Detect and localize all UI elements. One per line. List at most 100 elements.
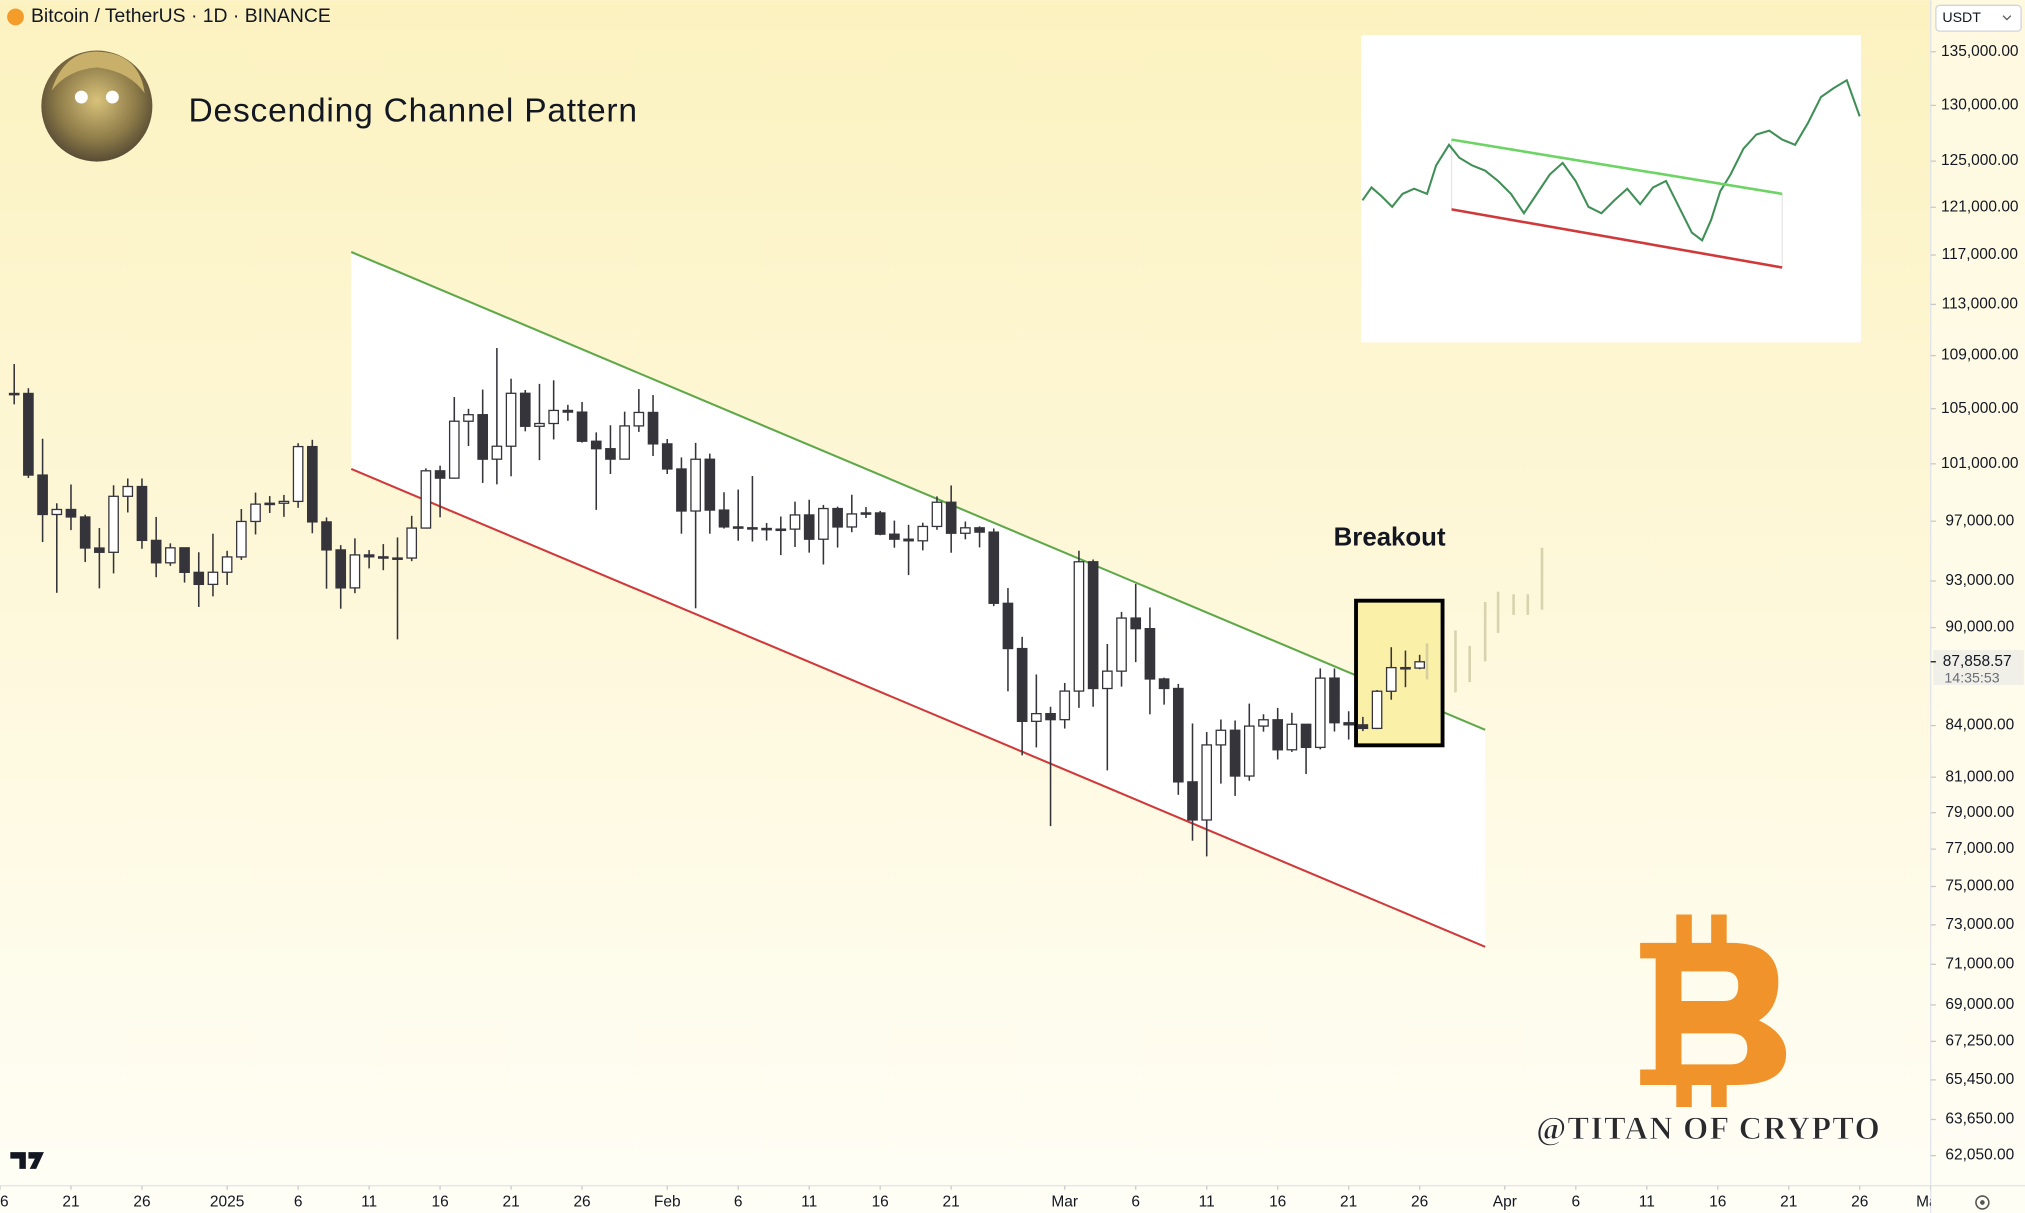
candle-body bbox=[1101, 670, 1113, 690]
currency-box[interactable] bbox=[1935, 4, 2022, 32]
x-tick-label: 16 bbox=[431, 1194, 448, 1211]
x-tick-label: 26 bbox=[133, 1194, 150, 1211]
inset-upper-line bbox=[1451, 138, 1783, 196]
candle-body bbox=[761, 527, 772, 531]
candle-body bbox=[165, 547, 176, 564]
candle-body bbox=[633, 411, 645, 427]
x-tick-label: 6 bbox=[294, 1194, 303, 1211]
countdown: 14:35:53 bbox=[1944, 670, 1999, 686]
candle-body bbox=[619, 425, 630, 460]
y-tick-label: 121,000.00 bbox=[1941, 198, 2019, 215]
candle-body bbox=[1414, 661, 1425, 669]
candle-body bbox=[51, 508, 63, 516]
candle-body bbox=[647, 411, 659, 445]
y-tick-label: 65,450.00 bbox=[1945, 1071, 2014, 1088]
candle-body bbox=[1045, 712, 1056, 721]
candle-body bbox=[1172, 687, 1184, 783]
x-tick-label: Mar bbox=[1051, 1194, 1078, 1211]
candle-body bbox=[179, 547, 190, 573]
candle-body bbox=[676, 468, 687, 512]
candle-body bbox=[349, 554, 361, 589]
y-axis: 135,000.00 130,000.00 125,000.00 121,000.00… bbox=[1930, 43, 2024, 1164]
tv-logo bbox=[10, 1152, 44, 1169]
currency[interactable]: USDT bbox=[1942, 10, 1981, 26]
chevron bbox=[2002, 15, 2012, 21]
candle-body bbox=[1243, 725, 1255, 777]
projection-ghost bbox=[1425, 547, 1544, 693]
candle-body bbox=[1016, 647, 1028, 722]
x-tick-label: 26 bbox=[1411, 1194, 1428, 1211]
candle-body bbox=[65, 508, 77, 518]
inset-price-line bbox=[1361, 78, 1861, 242]
candle-body bbox=[1031, 712, 1042, 722]
avatar bbox=[41, 50, 153, 162]
x-tick-label: 11 bbox=[801, 1194, 817, 1211]
price-axis-bg bbox=[1930, 0, 2025, 1213]
gear-center bbox=[1980, 1200, 1985, 1205]
candle-body bbox=[988, 531, 1000, 604]
candle-body bbox=[860, 512, 872, 515]
candle-body bbox=[94, 547, 105, 553]
candle-body bbox=[1201, 744, 1213, 821]
candle-body bbox=[1187, 781, 1198, 821]
candle-body bbox=[377, 556, 389, 559]
candle-body bbox=[1002, 602, 1014, 650]
candle-body bbox=[1258, 719, 1269, 727]
breakout-box bbox=[1354, 598, 1445, 748]
x-tick-label: 16 bbox=[872, 1194, 889, 1211]
candle-body bbox=[590, 440, 602, 450]
candle-body bbox=[1130, 617, 1142, 630]
settings-button[interactable] bbox=[1975, 1195, 1990, 1210]
candle-body bbox=[420, 470, 432, 529]
candle-body bbox=[1087, 561, 1099, 690]
currency-selector[interactable]: USDT bbox=[1935, 4, 2022, 32]
header: Bitcoin / TetherUS · 1D · BINANCE bbox=[31, 5, 331, 27]
channel-upper-line bbox=[350, 251, 1486, 731]
candle-body bbox=[491, 445, 503, 460]
candle-body bbox=[108, 495, 119, 553]
x-tick-label: 26 bbox=[1851, 1194, 1868, 1211]
candle-body bbox=[8, 392, 20, 396]
candle-body bbox=[732, 526, 744, 529]
x-tick-label: 26 bbox=[573, 1194, 590, 1211]
x-tick-label: 6 bbox=[1131, 1194, 1140, 1211]
candle-body bbox=[193, 571, 205, 586]
inset-lower-line bbox=[1451, 208, 1783, 269]
x-tick-label: 21 bbox=[502, 1194, 519, 1211]
candle-body bbox=[264, 502, 276, 506]
last-price-box bbox=[1933, 650, 2024, 686]
candle-body bbox=[448, 420, 460, 479]
candle-body bbox=[1300, 723, 1312, 749]
candle-body bbox=[534, 422, 545, 427]
y-tick-label: 79,000.00 bbox=[1945, 804, 2014, 821]
watermark: @TITAN OF CRYPTO bbox=[1536, 1110, 1881, 1146]
x-axis: 16 21 26 2025 6 11 16 21 26 Feb 6 11 16 21 Mar 6 11 16 21 2… bbox=[0, 1185, 1931, 1211]
candle-body bbox=[1385, 666, 1397, 692]
candle-body bbox=[37, 474, 48, 516]
gear[interactable] bbox=[1975, 1195, 1990, 1210]
candle-body bbox=[775, 528, 787, 532]
candle-body bbox=[434, 470, 446, 479]
candle-body bbox=[236, 520, 247, 558]
x-tick-label: 2025 bbox=[210, 1194, 244, 1211]
y-tick-label: 69,000.00 bbox=[1945, 996, 2014, 1013]
candle-body bbox=[874, 512, 886, 535]
candle-body bbox=[974, 527, 985, 533]
y-tick-label: 113,000.00 bbox=[1942, 296, 2018, 313]
y-tick-label: 84,000.00 bbox=[1945, 717, 2014, 734]
candle-body bbox=[363, 554, 375, 558]
x-tick-label: Feb bbox=[654, 1194, 681, 1211]
inset-chart bbox=[1361, 35, 1861, 343]
candle-body bbox=[548, 409, 559, 425]
candle-body bbox=[818, 507, 829, 540]
candle-body bbox=[803, 514, 815, 540]
candle-body bbox=[406, 527, 418, 559]
chart-title: Descending Channel Pattern bbox=[189, 92, 638, 129]
y-tick-label: 63,650.00 bbox=[1945, 1111, 2014, 1128]
candle-body bbox=[846, 513, 858, 528]
x-tick-label: 6 bbox=[1571, 1194, 1580, 1211]
y-tick-label: 62,050.00 bbox=[1945, 1147, 2014, 1164]
y-tick-label: 93,000.00 bbox=[1945, 572, 2014, 589]
candle-body bbox=[1116, 617, 1127, 672]
